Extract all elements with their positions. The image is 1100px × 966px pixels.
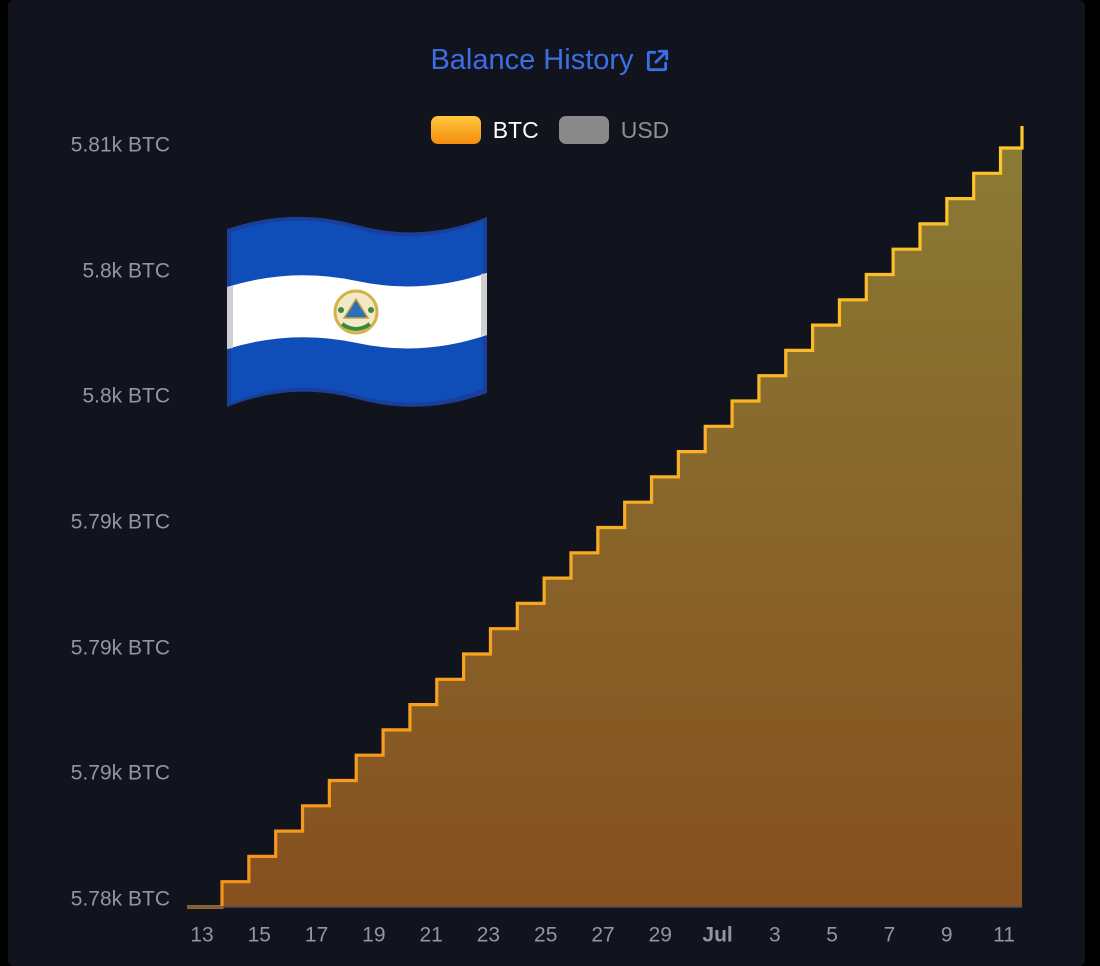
y-tick-label: 5.81k BTC — [71, 134, 170, 157]
x-tick-label: 13 — [190, 924, 213, 947]
x-tick-label: 17 — [305, 924, 328, 947]
legend-label-usd: USD — [620, 116, 670, 143]
x-tick-label: Jul — [702, 924, 732, 947]
legend-label-btc: BTC — [492, 116, 539, 143]
legend-swatch-btc — [430, 116, 481, 144]
x-tick-label: 29 — [649, 924, 672, 947]
y-tick-label: 5.8k BTC — [82, 260, 170, 283]
y-tick-label: 5.8k BTC — [82, 385, 170, 408]
x-tick-label: 11 — [993, 924, 1015, 947]
chart-title: Balance History — [430, 44, 634, 76]
x-tick-label: 7 — [884, 924, 896, 947]
title-row: Balance History — [0, 44, 1100, 77]
legend-item-usd[interactable]: USD — [558, 116, 670, 144]
chart-legend: BTC USD — [0, 116, 1100, 144]
x-tick-label: 27 — [591, 924, 614, 947]
external-link-icon — [646, 49, 668, 71]
x-tick-label: 15 — [248, 924, 271, 947]
y-tick-label: 5.79k BTC — [71, 762, 170, 785]
btc-series-line — [187, 126, 1024, 909]
x-tick-label: 23 — [477, 924, 500, 947]
el-salvador-flag-icon — [227, 216, 487, 407]
y-tick-label: 5.79k BTC — [71, 637, 170, 660]
x-tick-label: 9 — [941, 924, 953, 947]
x-tick-label: 21 — [419, 924, 442, 947]
legend-swatch-usd — [558, 116, 609, 144]
balance-history-link[interactable]: Balance History — [430, 44, 669, 77]
x-tick-label: 19 — [362, 924, 385, 947]
y-tick-label: 5.78k BTC — [71, 888, 170, 911]
legend-item-btc[interactable]: BTC — [430, 116, 539, 144]
x-tick-label: 25 — [534, 924, 557, 947]
x-tick-label: 3 — [769, 924, 781, 947]
x-tick-label: 5 — [826, 924, 838, 947]
y-tick-label: 5.79k BTC — [71, 511, 170, 534]
